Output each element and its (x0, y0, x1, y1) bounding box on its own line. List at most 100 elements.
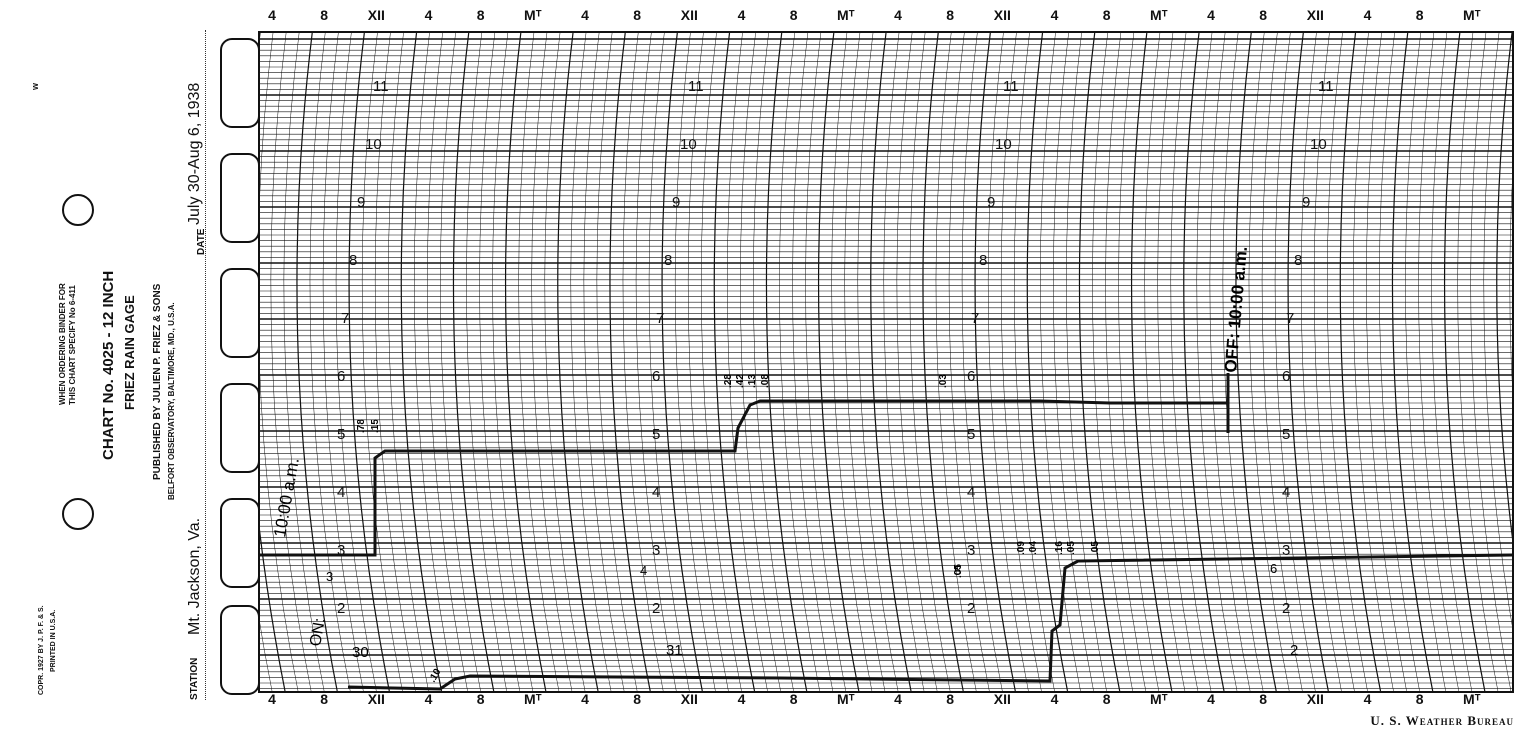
time-label: Mᵀ (1462, 7, 1481, 23)
increment-label: .05 (1066, 541, 1077, 555)
time-arc (753, 33, 794, 691)
time-label: 4 (1207, 7, 1215, 23)
inch-scale-label: 5 (652, 426, 660, 443)
time-arc (1040, 33, 1081, 691)
time-arc (701, 33, 742, 691)
increment-label: .42 (735, 374, 746, 388)
time-arc (414, 33, 455, 691)
time-label: 8 (320, 691, 329, 707)
time-arc (492, 33, 534, 691)
inch-scale-label: 8 (979, 252, 987, 269)
time-arc (1353, 33, 1394, 691)
inch-scale-label: 8 (664, 252, 672, 269)
time-arc (270, 33, 312, 691)
time-arc (609, 33, 651, 691)
time-arc (570, 33, 612, 691)
time-label: 8 (789, 691, 798, 707)
chart-number-title: CHART No. 4025 - 12 INCH (100, 270, 117, 460)
increment-label: .13 (747, 374, 758, 388)
time-arc (817, 33, 860, 691)
time-arc (1170, 33, 1212, 691)
time-arc (857, 33, 899, 691)
copyright-line1: COPR. 1927 BY J. P. F. & S. (38, 605, 45, 695)
time-label: 8 (633, 7, 642, 23)
inch-scale-label: 3 (337, 542, 345, 559)
on-label: ON: (307, 617, 329, 648)
inch-scale-label: 7 (341, 310, 349, 327)
time-axis-top: 4 8 XII 4 8 Mᵀ 4 8 XII 4 8 Mᵀ 4 8 XII 4 8 Mᵀ 4 8 XII 4 8 Mᵀ (258, 7, 1510, 31)
rainfall-trace-lower (347, 553, 1512, 691)
time-arc (831, 33, 873, 691)
time-arc (1026, 33, 1069, 691)
time-arc (361, 33, 403, 691)
time-arc (1496, 33, 1512, 540)
time-arc (1313, 33, 1355, 691)
time-label: 8 (1259, 691, 1268, 707)
time-label: XII (367, 7, 385, 23)
time-arc (1092, 33, 1133, 691)
time-arc (844, 33, 886, 691)
inch-scale-label: 3 (652, 542, 660, 559)
time-arc (740, 33, 781, 691)
time-label: XII (680, 691, 698, 707)
time-arc (1157, 33, 1199, 691)
inch-scale-label: 11 (1318, 78, 1334, 95)
time-arc (440, 33, 481, 691)
gage-name: FRIEZ RAIN GAGE (122, 295, 137, 410)
time-arc (1431, 33, 1473, 691)
time-arc (1222, 33, 1264, 691)
time-label: XII (993, 691, 1011, 707)
time-arc (1105, 33, 1147, 691)
time-arc (583, 33, 625, 691)
time-arc (779, 33, 820, 691)
inch-scale-label: 5 (1282, 426, 1290, 443)
time-arc (596, 33, 638, 691)
increment-label: .16 (1054, 541, 1065, 555)
inch-scale-label: 9 (672, 194, 680, 211)
inch-scale-label: 11 (373, 78, 389, 95)
inch-scale-label: 3 (1282, 542, 1290, 559)
time-arc (1248, 33, 1290, 691)
time-arc (283, 33, 325, 691)
rainfall-trace (260, 399, 1230, 557)
time-arc (870, 33, 912, 691)
time-arc (309, 33, 351, 691)
day-30: 30 (352, 644, 369, 661)
binder-slot-2 (220, 153, 260, 243)
grid-svg: 1110987654321110987654321110987654321110… (260, 33, 1512, 691)
time-label: 4 (424, 7, 433, 23)
binder-slot-5 (220, 498, 260, 588)
time-label: 8 (1415, 7, 1424, 23)
increment-label: .03 (938, 374, 949, 388)
inch-scale-label: 4 (1282, 484, 1290, 501)
time-arc (713, 33, 756, 691)
time-label: 4 (1050, 7, 1059, 23)
day-5: 5 (954, 563, 961, 578)
time-arc (260, 33, 286, 691)
inch-scale-columns: 1110987654321110987654321110987654321110… (337, 78, 1334, 617)
time-arc (765, 33, 808, 691)
time-label: Mᵀ (523, 691, 542, 707)
time-arc (1130, 33, 1173, 691)
time-arc (531, 33, 573, 691)
time-arc (792, 33, 834, 691)
inch-scale-label: 7 (656, 310, 664, 327)
time-arc (1300, 33, 1342, 691)
time-arc (1118, 33, 1160, 691)
binder-note-line2: THIS CHART SPECIFY No 6-411 (68, 285, 77, 405)
time-arc (1418, 33, 1460, 691)
time-arc (1443, 33, 1486, 691)
time-arc (452, 33, 495, 691)
binder-note-line1: WHEN ORDERING BINDER FOR (58, 283, 67, 405)
weather-bureau-credit: U. S. Weather Bureau (1370, 713, 1514, 728)
time-label: 8 (1102, 7, 1111, 23)
time-arc (622, 33, 664, 691)
time-arc (961, 33, 1003, 691)
time-arc (335, 33, 377, 691)
time-arc (896, 33, 938, 691)
time-arc (348, 33, 390, 691)
inch-scale-label: 7 (1286, 310, 1294, 327)
time-arc (1391, 33, 1434, 691)
time-label: 8 (946, 691, 955, 707)
